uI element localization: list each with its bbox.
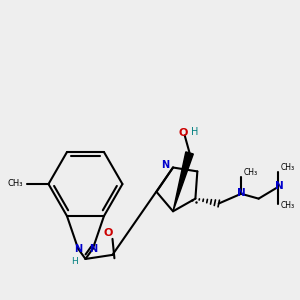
Text: N: N [89,244,97,254]
Text: CH₃: CH₃ [281,201,295,210]
Text: N: N [237,188,245,198]
Text: N: N [74,244,82,254]
Text: N: N [161,160,169,170]
Text: N: N [275,181,284,191]
Text: O: O [104,228,113,238]
Text: CH₃: CH₃ [281,163,295,172]
Text: CH₃: CH₃ [244,168,258,177]
Text: H: H [71,257,78,266]
Text: O: O [178,128,188,139]
Text: CH₃: CH₃ [8,178,23,188]
Text: H: H [191,128,198,137]
Polygon shape [173,152,193,211]
